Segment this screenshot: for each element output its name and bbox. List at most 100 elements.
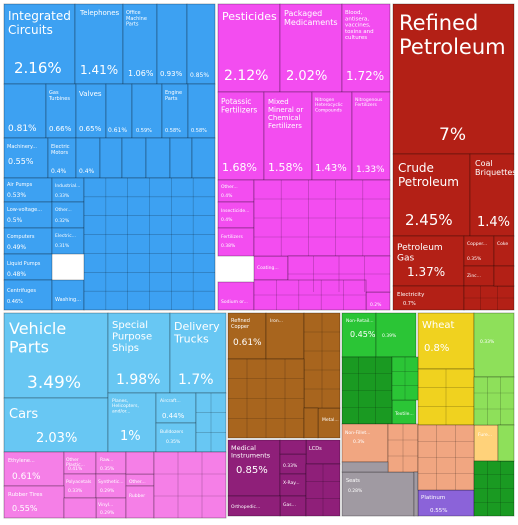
tile-label: Washing...: [55, 297, 81, 303]
tile-industrial[interactable]: Industrial... 0.33%: [51, 177, 85, 203]
tile-sodium[interactable]: Sodium or...: [217, 281, 255, 311]
tile-non-fillet[interactable]: Non-Fillet... 0.3%: [341, 423, 389, 463]
tile-rubber[interactable]: Rubber: [125, 485, 155, 519]
tile-coating[interactable]: Coating...: [253, 255, 289, 281]
tile-other-plastics-2[interactable]: Other...: [125, 473, 155, 487]
tile-valves[interactable]: Valves 0.65%: [75, 83, 107, 139]
tile-bulldozers[interactable]: Bulldozers 0.35%: [155, 422, 197, 453]
tile-label: X-Ray...: [283, 480, 300, 486]
tile-aircraft[interactable]: Aircraft... 0.44%: [155, 392, 197, 424]
tile-electric-motors[interactable]: Electric Motors 0.4%: [47, 137, 77, 179]
tile-machine-e[interactable]: 0.59%: [131, 83, 163, 139]
tile-synthetic[interactable]: Synthetic... 0.29%: [95, 473, 127, 499]
tile-coke[interactable]: Coke: [493, 235, 515, 267]
tile-xray[interactable]: X-Ray...: [279, 473, 307, 497]
tile-textile-a[interactable]: 0.39%: [375, 312, 417, 358]
tile-nitrogen-heterocyclic[interactable]: Nitrogen Heterocyclic Compounds 1.43%: [311, 91, 353, 181]
tile-value: 1.06%: [128, 69, 154, 78]
tile-other-plastic[interactable]: Other Plastic... 0.41%: [63, 451, 97, 475]
tile-machine-i[interactable]: [121, 137, 147, 179]
tile-cars[interactable]: Cars 2.03%: [3, 397, 109, 453]
tile-pesticides[interactable]: Pesticides 2.12%: [217, 3, 281, 93]
tile-blood-antisera[interactable]: Blood, antisera, vaccines, toxins and cultur…: [341, 3, 391, 93]
tile-chem-small[interactable]: 0.2%: [365, 291, 391, 311]
tile-machine-j[interactable]: [145, 137, 171, 179]
tile-petroleum-gas[interactable]: Petroleum Gas 1.37%: [392, 235, 465, 287]
tile-fure[interactable]: Fure...: [473, 424, 499, 462]
tile-low-voltage[interactable]: Low-voltage... 0.5%: [3, 201, 53, 229]
tile-centrifuges[interactable]: Centrifuges 0.46%: [3, 279, 53, 311]
tile-instrument-a[interactable]: 0.33%: [279, 453, 307, 475]
tile-non-retail[interactable]: Non-Retail... 0.45%: [341, 312, 377, 358]
tile-value: 0.28%: [348, 488, 363, 494]
tile-machine-l[interactable]: [191, 137, 216, 179]
tile-label: LCDs: [309, 446, 322, 452]
tile-textile-b[interactable]: Textile...: [391, 399, 417, 425]
tile-platinum[interactable]: Platinum 0.55%: [417, 489, 475, 517]
tile-nitrogenous-fertilizers[interactable]: Nitrogenous Fertilizers 1.33%: [351, 91, 391, 181]
tile-machine-k[interactable]: [169, 137, 193, 179]
tile-machine-c[interactable]: 0.81%: [3, 83, 47, 139]
tile-packaged-medicaments[interactable]: Packaged Medicaments 2.02%: [279, 3, 343, 93]
tile-vehicle-parts[interactable]: Vehicle Parts 3.49%: [3, 312, 109, 399]
tile-polyacetals[interactable]: Polyacetals 0.33%: [63, 473, 97, 499]
tile-other-machines[interactable]: Other... 0.32%: [51, 201, 85, 229]
tile-medical-instruments[interactable]: Medical Instruments 0.85%: [227, 439, 281, 497]
tile-machine-g[interactable]: 0.4%: [75, 137, 101, 179]
tile-wheat[interactable]: Wheat 0.8%: [417, 312, 475, 370]
tile-other-chemicals[interactable]: Other... 0.4%: [217, 179, 255, 203]
tile-electric[interactable]: Electric... 0.31%: [51, 227, 85, 255]
tile-vinyl[interactable]: Vinyl... 0.29%: [95, 497, 127, 519]
tile-value: 0.35%: [166, 439, 181, 445]
tile-washing[interactable]: Washing...: [51, 279, 85, 311]
tile-vegetable-a[interactable]: 0.33%: [473, 312, 515, 378]
tile-value: 0.7%: [403, 301, 416, 307]
tile-office-machine-parts[interactable]: Office Machine Parts 1.06%: [122, 3, 158, 85]
tile-zinc[interactable]: Zinc...: [463, 265, 495, 287]
tile-iron[interactable]: Iron...: [265, 312, 305, 360]
tile-label: Rubber Tires: [8, 492, 43, 498]
tile-machinery[interactable]: Machinery... 0.55%: [3, 137, 49, 179]
tile-refined-petroleum[interactable]: Refined Petroleum 7%: [392, 3, 515, 155]
tile-label: Packaged Medicaments: [284, 9, 338, 27]
tile-crude-petroleum[interactable]: Crude Petroleum 2.45%: [392, 153, 471, 237]
tile-rubber-tires[interactable]: Rubber Tires 0.55%: [3, 485, 65, 519]
tile-raw[interactable]: Raw... 0.35%: [95, 451, 127, 475]
tile-machine-a[interactable]: 0.93%: [156, 3, 188, 85]
tile-copper-ore[interactable]: Copper... 0.35%: [463, 235, 495, 267]
tile-label: Vinyl...: [98, 502, 113, 508]
tile-gas-instruments[interactable]: Gas...: [279, 495, 307, 517]
tile-special-purpose-ships[interactable]: Special Purpose Ships 1.98%: [107, 312, 171, 394]
tile-refined-copper[interactable]: Refined Copper 0.61%: [227, 312, 267, 360]
tile-coal-briquettes[interactable]: Coal Briquettes 1.4%: [469, 153, 516, 237]
tile-machine-f[interactable]: 0.58%: [187, 83, 216, 139]
tile-liquid-pumps[interactable]: Liquid Pumps 0.48%: [3, 253, 53, 281]
tile-label: Nitrogenous Fertilizers: [355, 97, 383, 108]
tile-machine-d[interactable]: 0.61%: [105, 83, 133, 139]
tile-seats[interactable]: Seats 0.28%: [341, 471, 415, 517]
tile-potassic-fertilizers[interactable]: Potassic Fertilizers 1.68%: [217, 91, 265, 181]
tile-value: 0.35%: [100, 466, 115, 472]
tile-electricity[interactable]: Electricity 0.7%: [392, 285, 465, 311]
tile-metal[interactable]: Metal...: [317, 407, 341, 439]
tile-delivery-trucks[interactable]: Delivery Trucks 1.7%: [169, 312, 227, 394]
tile-orthopedic[interactable]: Orthopedic...: [227, 495, 281, 517]
tile-label: Machinery...: [7, 144, 37, 150]
tile-planes[interactable]: Planes, Helicopters, and/or... 1%: [107, 392, 157, 453]
tile-value: 0.49%: [7, 244, 26, 251]
tile-machine-h[interactable]: [99, 137, 123, 179]
tile-insecticide[interactable]: Insecticide... 0.4%: [217, 201, 255, 229]
tile-telephones[interactable]: Telephones 1.41%: [74, 3, 124, 85]
tile-ethylene[interactable]: Ethylene... 0.61%: [3, 451, 65, 487]
tile-value: 0.48%: [7, 271, 26, 278]
tile-integrated-circuits[interactable]: Integrated Circuits 2.16%: [3, 3, 76, 85]
tile-engine-parts[interactable]: Engine Parts 0.58%: [161, 83, 189, 139]
tile-machine-b[interactable]: 0.85%: [186, 3, 216, 85]
tile-mixed-fertilizers[interactable]: Mixed Mineral or Chemical Fertilizers 1.58%: [263, 91, 313, 181]
tile-label: Gas Turbines: [48, 90, 70, 102]
tile-lcds[interactable]: LCDs: [305, 439, 341, 465]
tile-gas-turbines[interactable]: Gas Turbines 0.66%: [45, 83, 77, 139]
tile-air-pumps[interactable]: Air Pumps 0.53%: [3, 177, 53, 203]
tile-fertilizers[interactable]: Fertilizers 0.38%: [217, 227, 255, 257]
tile-computers[interactable]: Computers 0.49%: [3, 227, 53, 255]
